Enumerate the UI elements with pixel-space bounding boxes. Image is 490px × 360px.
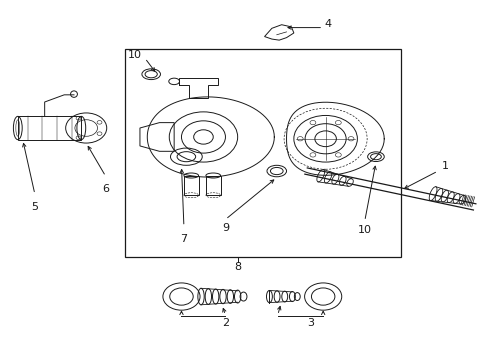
Text: 9: 9 [222, 223, 229, 233]
Text: 2: 2 [222, 318, 229, 328]
Text: 8: 8 [234, 262, 241, 273]
Text: 7: 7 [180, 234, 188, 244]
Text: 10: 10 [358, 225, 372, 235]
Text: 10: 10 [128, 50, 142, 60]
Text: 5: 5 [31, 202, 38, 212]
Text: 4: 4 [324, 19, 332, 29]
Bar [184, 176, 198, 195]
Bar [206, 176, 220, 195]
Text: 6: 6 [102, 184, 109, 194]
Bar [125, 49, 401, 257]
Text: 3: 3 [307, 318, 315, 328]
Bar [18, 116, 81, 140]
Text: 1: 1 [442, 161, 449, 171]
